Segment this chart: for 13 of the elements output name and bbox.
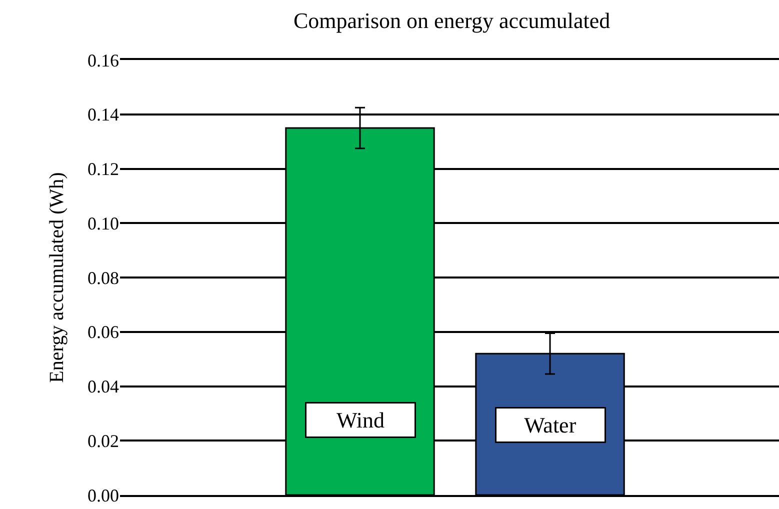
y-tick-label: 0.06: [88, 322, 119, 342]
y-tick-label: 0.12: [88, 159, 119, 180]
y-axis-title: Energy accumulated (Wh): [46, 172, 68, 383]
x-tick-label: Water: [524, 412, 577, 438]
y-tick-label: 0.16: [88, 50, 119, 70]
y-tick-label: 0.00: [88, 485, 119, 506]
chart-title: Comparison on energy accumulated: [293, 8, 610, 34]
y-tick-label: 0.04: [88, 376, 119, 397]
y-tick-label: 0.02: [88, 430, 119, 451]
y-tick-label: 0.08: [88, 268, 119, 288]
y-tick-label: 0.10: [88, 213, 119, 234]
x-tick-label: Wind: [336, 408, 384, 432]
y-tick-label: 0.14: [88, 104, 119, 125]
